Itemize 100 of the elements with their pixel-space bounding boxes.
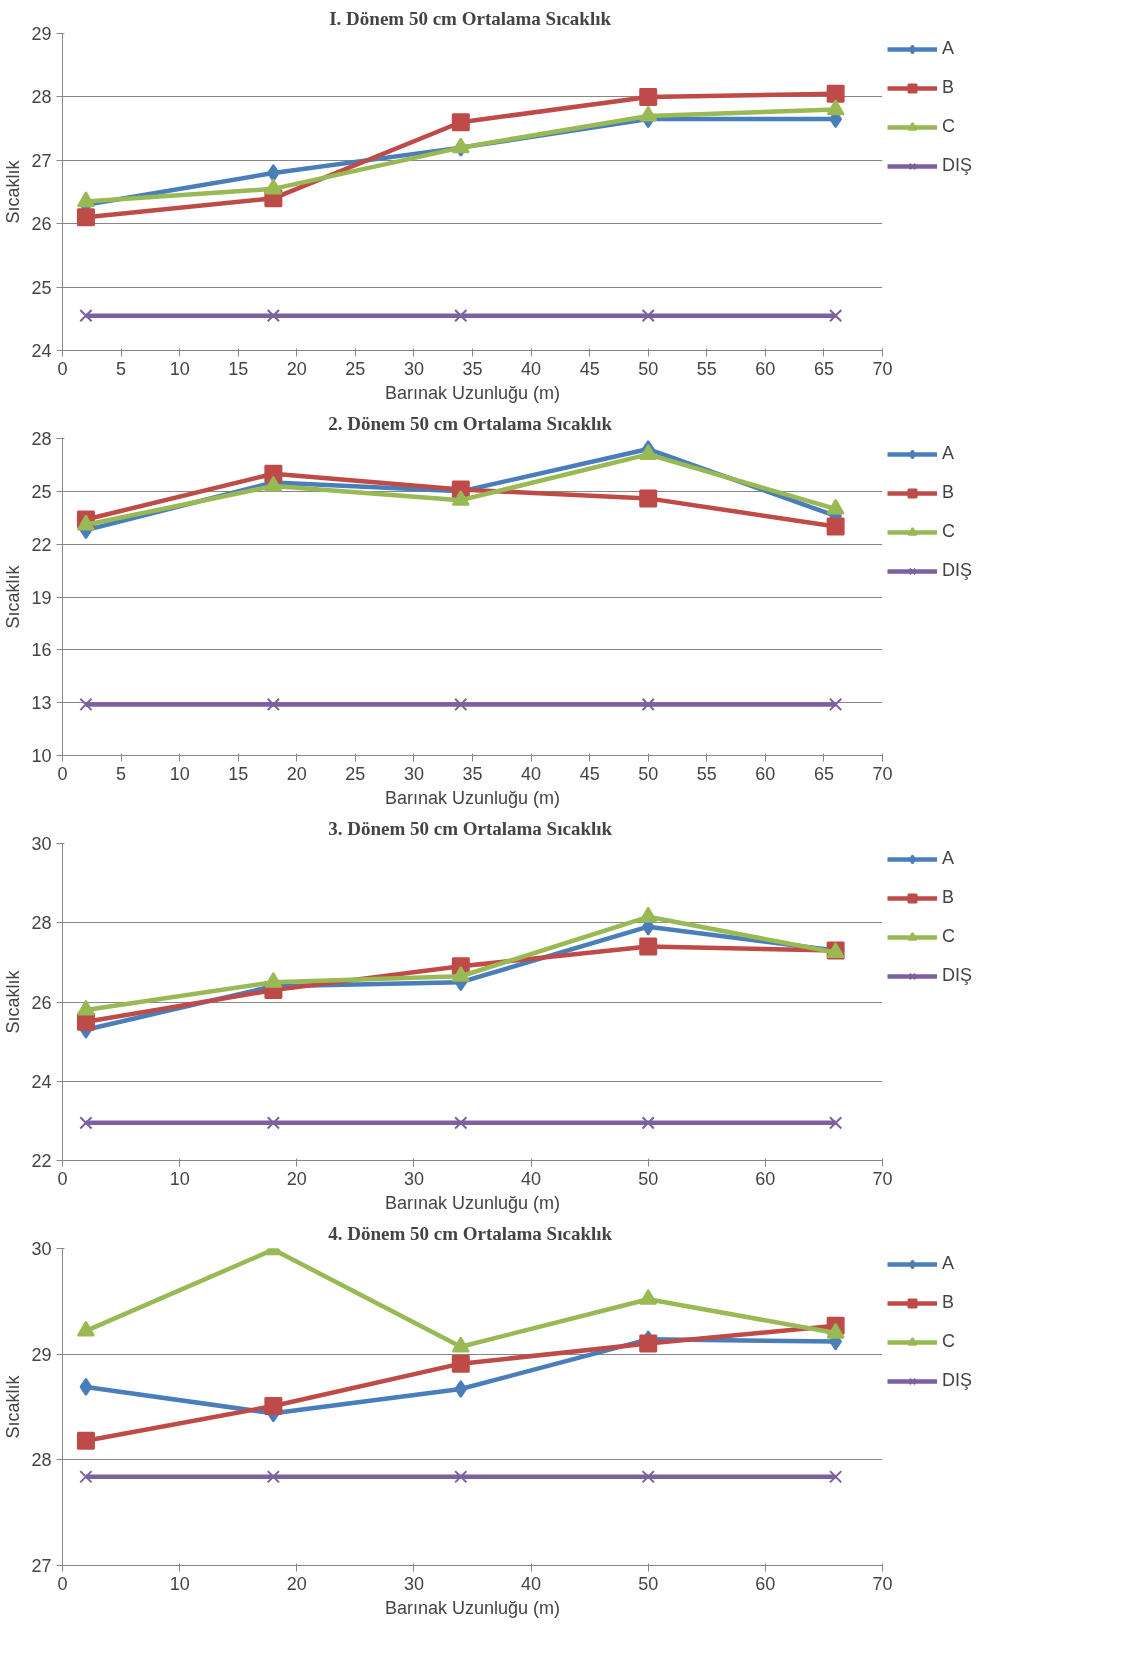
point [641, 697, 655, 712]
legend-label: C [942, 521, 956, 542]
y-tick-label: 30 [31, 834, 52, 854]
y-tick-label: 27 [31, 150, 52, 171]
x-axis-title: Barınak Uzunluğu (m) [384, 1192, 561, 1213]
y-tick-label: 30 [31, 1239, 52, 1259]
point [79, 1116, 93, 1130]
legend-label: DIŞ [942, 1370, 973, 1391]
x-tick-label: 20 [286, 1168, 307, 1189]
x-tick-label: 45 [579, 358, 600, 379]
legend-label: A [942, 848, 955, 869]
point [641, 1116, 655, 1130]
point [639, 906, 658, 923]
x-tick-label: 0 [57, 763, 68, 784]
legend-label: DIŞ [942, 965, 973, 986]
point [641, 308, 655, 323]
x-tick-label: 55 [696, 358, 717, 379]
x-tick-label: 10 [169, 1573, 190, 1594]
x-tick-label: 60 [755, 358, 776, 379]
point [266, 697, 281, 712]
y-tick-label: 26 [31, 992, 52, 1013]
point [454, 1116, 468, 1130]
point [641, 1470, 655, 1484]
y-tick-label: 10 [31, 746, 52, 766]
y-tick-label: 27 [31, 1556, 52, 1576]
point [828, 308, 843, 323]
point [79, 308, 93, 323]
y-tick-label: 28 [31, 87, 52, 108]
point [76, 1431, 95, 1450]
x-tick-label: 5 [116, 763, 127, 784]
x-tick-label: 30 [403, 358, 424, 379]
point [826, 84, 845, 103]
x-tick-label: 70 [872, 763, 893, 784]
x-tick-label: 30 [403, 1168, 424, 1189]
x-tick-label: 65 [813, 358, 834, 379]
x-tick-label: 25 [345, 358, 366, 379]
point [79, 697, 93, 712]
point [451, 966, 470, 982]
y-tick-label: 22 [31, 534, 52, 555]
x-tick-label: 70 [872, 1168, 893, 1189]
point [828, 1116, 843, 1130]
y-tick-label: 28 [31, 1450, 52, 1471]
x-tick-label: 30 [403, 1573, 424, 1594]
legend-label: B [942, 887, 955, 908]
x-tick-label: 60 [755, 763, 776, 784]
x-tick-label: 15 [228, 358, 249, 379]
point [264, 178, 283, 195]
x-tick-label: 50 [638, 358, 659, 379]
point [454, 697, 468, 712]
y-tick-label: 29 [31, 1344, 52, 1365]
legend-label: DIŞ [942, 155, 973, 176]
x-tick-label: 60 [755, 1573, 776, 1594]
x-tick-label: 10 [169, 358, 190, 379]
x-tick-label: 50 [638, 1573, 659, 1594]
x-tick-label: 15 [228, 763, 249, 784]
y-tick-label: 22 [31, 1151, 52, 1171]
x-tick-label: 50 [638, 1168, 659, 1189]
x-tick-label: 10 [169, 763, 190, 784]
y-tick-label: 28 [31, 913, 52, 934]
y-tick-label: 26 [31, 214, 52, 235]
x-tick-label: 20 [286, 763, 307, 784]
x-tick-label: 55 [696, 763, 717, 784]
legend-label: C [942, 1331, 956, 1352]
y-axis-title: Sıcaklık [3, 159, 24, 224]
point [76, 191, 95, 208]
x-tick-label: 20 [286, 1573, 307, 1594]
point [828, 1470, 843, 1484]
point [826, 517, 845, 536]
point [76, 208, 95, 227]
x-tick-label: 10 [169, 1168, 190, 1189]
x-tick-label: 30 [403, 763, 424, 784]
y-tick-label: 16 [31, 640, 52, 661]
point [266, 1470, 281, 1484]
point [79, 1377, 93, 1396]
y-tick-label: 25 [31, 481, 52, 502]
point [639, 937, 658, 956]
y-tick-label: 29 [31, 24, 52, 44]
x-tick-label: 25 [345, 763, 366, 784]
point [826, 99, 845, 116]
point [639, 444, 658, 460]
point [639, 105, 658, 122]
x-tick-label: 70 [872, 1573, 893, 1594]
y-tick-label: 25 [31, 277, 52, 298]
legend-label: B [942, 482, 955, 503]
x-tick-label: 50 [638, 763, 659, 784]
x-tick-label: 65 [813, 763, 834, 784]
x-tick-label: 0 [57, 1168, 68, 1189]
point [639, 1334, 658, 1353]
point [451, 113, 470, 132]
point [639, 489, 658, 508]
legend-label: C [942, 926, 956, 947]
legend-label: B [942, 77, 955, 98]
legend-label: B [942, 1292, 955, 1313]
point [639, 87, 658, 106]
x-tick-label: 40 [521, 1168, 542, 1189]
chart-title: 4. Dönem 50 cm Ortalama Sıcaklık [328, 1222, 613, 1244]
x-axis-title: Barınak Uzunluğu (m) [384, 1597, 561, 1618]
x-tick-label: 35 [462, 763, 483, 784]
x-tick-label: 5 [116, 358, 127, 379]
y-axis-title: Sıcaklık [3, 969, 24, 1034]
